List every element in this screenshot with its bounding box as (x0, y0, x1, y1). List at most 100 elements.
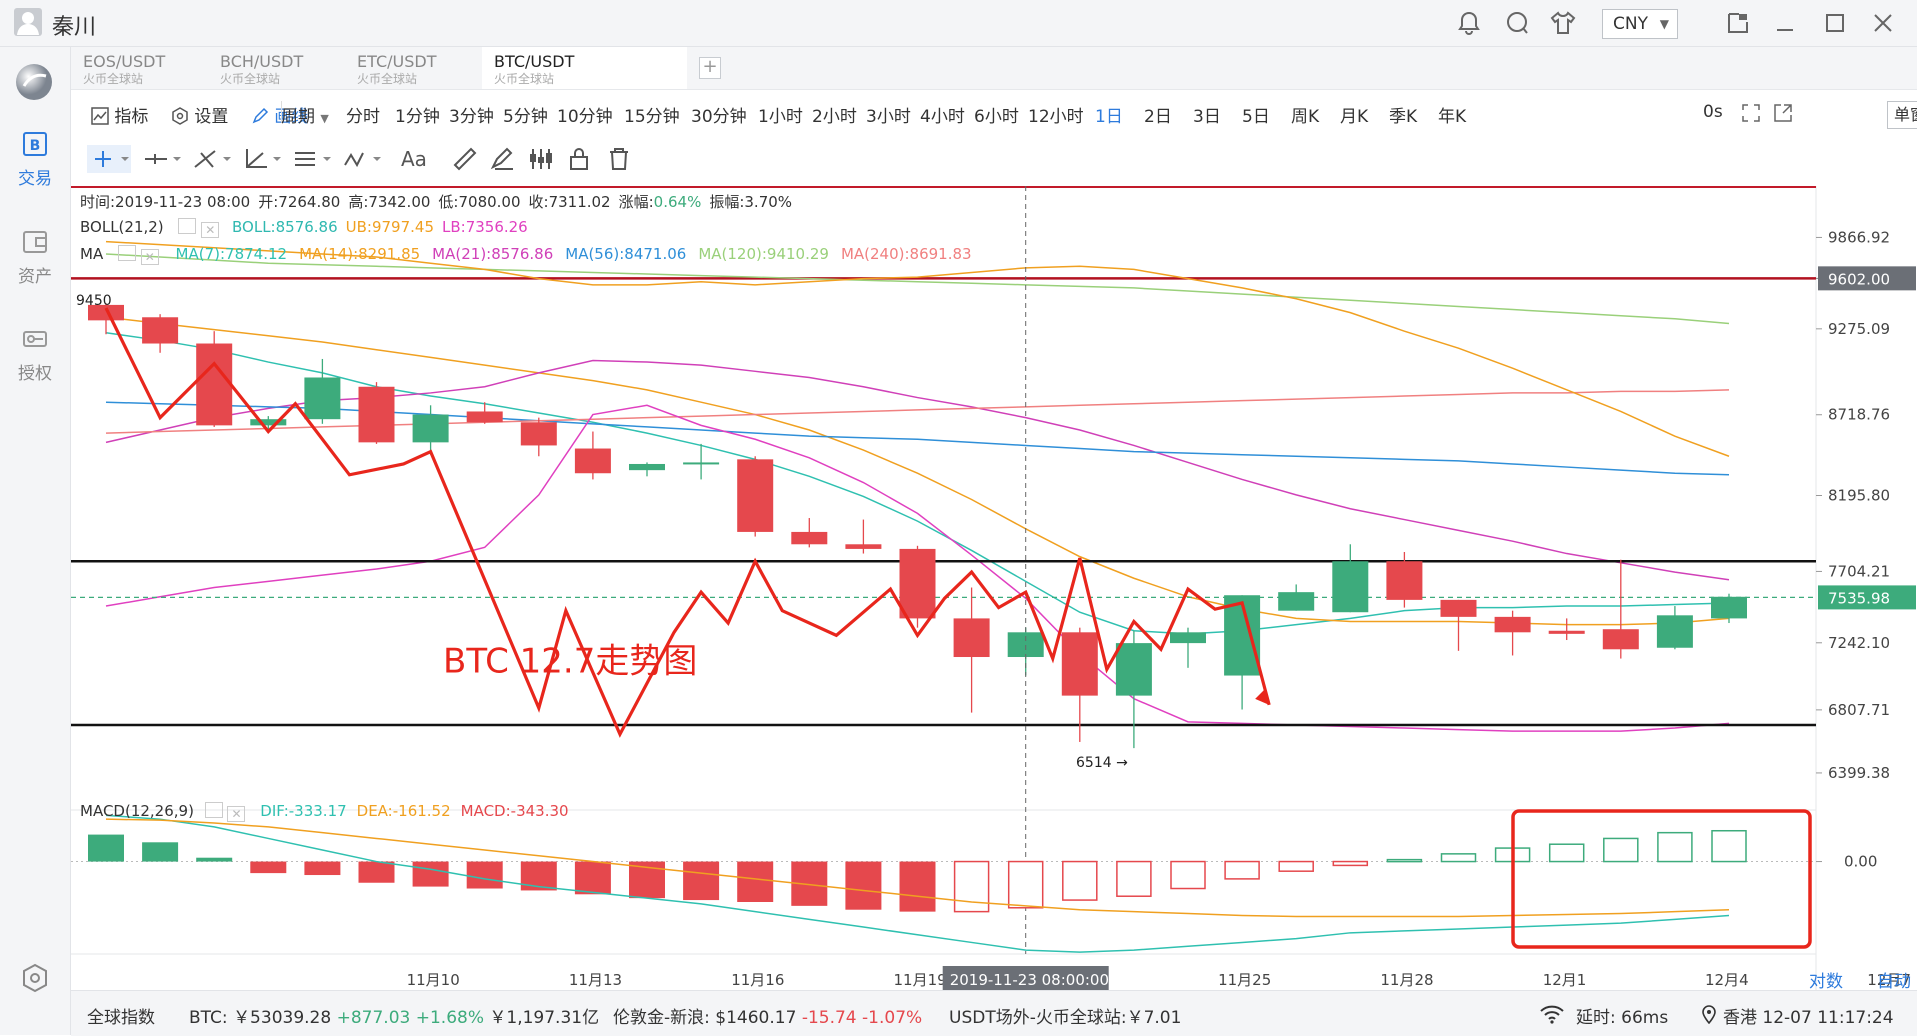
candle-body (845, 544, 882, 549)
tab-bch-usdt[interactable]: BCH/USDT 火币全球站 (208, 47, 340, 89)
period-option[interactable]: 30分钟 (691, 107, 747, 127)
indicator-button[interactable]: 指标 (91, 102, 148, 127)
fullscreen-icon[interactable] (1741, 103, 1761, 123)
currency-select[interactable]: CNY ▼ (1602, 9, 1678, 39)
ruler-icon (453, 147, 477, 171)
price-chart[interactable]: 9866.92 9275.09 8718.76 8195.80 7704.21 7242.… (71, 186, 1917, 990)
candle-body (791, 531, 828, 545)
bell-icon[interactable] (1456, 10, 1482, 36)
lock-tool[interactable] (565, 145, 593, 173)
tab-btc-usdt[interactable]: BTC/USDT 火币全球站 (482, 47, 687, 89)
period-option[interactable]: 1日 (1095, 107, 1123, 127)
chat-icon[interactable] (1504, 10, 1530, 36)
ruler-tool[interactable] (451, 145, 479, 173)
legend-value: MA(7):7874.12 (175, 245, 288, 263)
period-option[interactable]: 3日 (1193, 107, 1221, 127)
ma-line-ma120 (105, 253, 1730, 325)
add-tab-button[interactable]: + (699, 57, 721, 79)
maximize-icon[interactable] (1822, 10, 1848, 36)
legend-value: LB:7356.26 (442, 218, 528, 236)
currency-value: CNY (1613, 14, 1648, 34)
period-dropdown[interactable]: 周期 ▼ (281, 102, 329, 127)
period-option[interactable]: 2小时 (812, 107, 857, 127)
ohlc-value: 开:7264.80 (258, 193, 341, 211)
global-index-label[interactable]: 全球指数 (87, 1008, 155, 1028)
period-option[interactable]: 3分钟 (449, 107, 494, 127)
macd-bar (1603, 837, 1639, 863)
user-avatar-icon[interactable] (14, 8, 42, 36)
gear-icon[interactable] (178, 218, 197, 234)
period-option[interactable]: 4小时 (920, 107, 965, 127)
gold-label: 伦敦金-新浪: (613, 1008, 710, 1028)
parallel-lines-tool[interactable] (291, 145, 335, 173)
candle-body (196, 343, 233, 426)
rail-item-trade[interactable]: B 交易 (0, 129, 70, 189)
delete-tool[interactable] (605, 145, 633, 173)
gold-quote: 伦敦金-新浪: $1460.17 -15.74 -1.07% (613, 1003, 922, 1028)
gear-icon[interactable] (117, 245, 136, 261)
period-option[interactable]: 5分钟 (503, 107, 548, 127)
status-bar: 全球指数 BTC: ￥53039.28 +877.03 +1.68% ￥1,19… (71, 990, 1917, 1036)
gear-icon[interactable] (204, 802, 223, 818)
period-option[interactable]: 1小时 (758, 107, 803, 127)
wave-tool[interactable] (341, 145, 385, 173)
x-axis-label: 11月25 (1218, 971, 1271, 989)
period-option[interactable]: 季K (1389, 107, 1418, 127)
period-option[interactable]: 月K (1340, 107, 1369, 127)
period-option[interactable]: 分时 (346, 107, 380, 127)
period-option[interactable]: 10分钟 (557, 107, 613, 127)
server-location-time: 香港 12-07 11:17:24 (1723, 1008, 1894, 1028)
candle-tool[interactable] (527, 145, 555, 173)
period-option[interactable]: 15分钟 (624, 107, 680, 127)
macd-bar (574, 861, 611, 895)
draw-button[interactable]: 画线 (251, 102, 308, 127)
indicator-label: 指标 (114, 107, 149, 127)
tab-eos-usdt[interactable]: EOS/USDT 火币全球站 (71, 47, 203, 89)
detach-window-icon[interactable] (1725, 10, 1751, 36)
crosshair-tool[interactable] (87, 145, 131, 173)
tab-etc-usdt[interactable]: ETC/USDT 火币全球站 (345, 47, 477, 89)
location-icon (1702, 1005, 1716, 1024)
close-icon[interactable]: ✕ (140, 249, 159, 265)
macd-dif-line (105, 814, 1730, 953)
rail-item-authorize[interactable]: 授权 (0, 324, 70, 384)
period-option[interactable]: 2日 (1144, 107, 1172, 127)
close-icon[interactable] (1870, 10, 1896, 36)
macd-bar (466, 861, 503, 889)
settings-icon[interactable] (19, 962, 51, 994)
settings-button[interactable]: 设置 (171, 102, 228, 127)
crosshair-time-badge (942, 966, 1109, 990)
period-option[interactable]: 年K (1438, 107, 1467, 127)
brush-tool[interactable] (489, 145, 517, 173)
candle-body (1711, 596, 1747, 619)
macd-bar (1657, 831, 1693, 863)
legend-value: DEA:-161.52 (356, 802, 451, 820)
minimize-icon[interactable] (1772, 10, 1798, 36)
period-option[interactable]: 12小时 (1028, 107, 1084, 127)
trade-icon: B (23, 132, 47, 156)
macd-values: DIF:-333.17 DEA:-161.52 MACD:-343.30 (250, 802, 568, 820)
window-mode-select[interactable]: 单窗口▼ (1887, 101, 1917, 129)
annotation-title: BTC 12.7走势图 (443, 641, 697, 681)
app-logo-icon (16, 64, 52, 100)
rail-item-assets[interactable]: 资产 (0, 227, 70, 287)
period-option[interactable]: 3小时 (866, 107, 911, 127)
ma-line-boll_ub (105, 240, 1730, 457)
crosshair-icon (95, 151, 129, 167)
macd-bar (304, 861, 341, 876)
period-option[interactable]: 5日 (1242, 107, 1270, 127)
text-tool[interactable]: Aa (401, 147, 427, 171)
pencil-icon (252, 107, 269, 124)
period-option[interactable]: 6小时 (974, 107, 1019, 127)
close-icon[interactable]: ✕ (227, 806, 246, 822)
shirt-icon[interactable] (1550, 10, 1576, 36)
horizontal-line-tool[interactable] (141, 145, 185, 173)
period-option[interactable]: 周K (1291, 107, 1320, 127)
period-option[interactable]: 1分钟 (395, 107, 440, 127)
angle-tool[interactable] (241, 145, 285, 173)
close-icon[interactable]: ✕ (201, 222, 220, 238)
rail-label-authorize: 授权 (18, 364, 52, 384)
macd-bar (683, 861, 720, 901)
trend-line-tool[interactable] (191, 145, 235, 173)
popout-icon[interactable] (1773, 103, 1793, 123)
